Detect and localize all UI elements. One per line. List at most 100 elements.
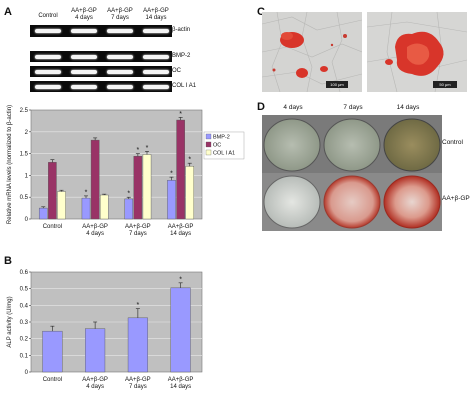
gel-band (35, 29, 61, 33)
significance-marker: * (188, 157, 191, 164)
legend-label: OC (213, 142, 221, 148)
y-tick-label: 1.5 (20, 152, 29, 158)
dish-col-label-14days: 14 days (396, 104, 420, 111)
bar (176, 119, 185, 220)
y-tick-label: 0.4 (20, 303, 29, 309)
bar (85, 328, 106, 373)
significance-marker: * (170, 171, 173, 178)
x-tick-label: 14 days (170, 231, 191, 237)
scale-bar-label-100: 100 μm (330, 82, 344, 87)
y-tick-label: 2.5 (20, 108, 29, 114)
bar (48, 162, 57, 220)
legend-swatch (205, 149, 212, 156)
y-tick-label: 0.2 (20, 337, 29, 343)
dish-row-label-control: Control (442, 139, 463, 146)
gel-header-7days: AA+β-GP 7 days (107, 8, 133, 21)
bar (127, 317, 148, 373)
x-tick-label: 14 days (170, 384, 191, 390)
x-tick-label: AA+β-GP (82, 224, 108, 230)
dish-row-label-treated: AA+β-GP (442, 195, 470, 202)
gel-header-4days: AA+β-GP 4 days (71, 8, 97, 21)
significance-marker: * (85, 189, 88, 196)
x-tick-label: 7 days (129, 384, 147, 390)
y-axis-label: ALP activity (U/mg) (7, 296, 13, 347)
gel-band (71, 54, 97, 59)
y-tick-label: 0 (25, 370, 29, 376)
gel-band (71, 84, 97, 89)
x-tick-label: AA+β-GP (168, 224, 194, 230)
x-tick-label: AA+β-GP (168, 377, 194, 383)
gel-band (35, 84, 61, 89)
bar (42, 330, 63, 373)
x-tick-label: 4 days (86, 384, 104, 390)
gel-band (107, 54, 133, 59)
gel-header-control: Control (38, 13, 58, 19)
y-tick-label: 0.5 (20, 287, 29, 293)
y-tick-label: 0.6 (20, 270, 29, 276)
y-tick-label: 2 (25, 130, 29, 136)
gel-band (35, 54, 61, 59)
bar (133, 156, 143, 220)
y-tick-label: 0.1 (20, 353, 29, 359)
gel-row-label: BMP-2 (172, 52, 191, 59)
gel-header-14days: AA+β-GP 14 days (143, 8, 169, 21)
gel-row (30, 51, 172, 62)
gel-band (107, 69, 133, 74)
bar (124, 198, 134, 220)
gel-band (35, 69, 61, 74)
gel-band (107, 84, 133, 89)
gel-row (30, 81, 172, 92)
bar (142, 154, 152, 220)
legend-label: BMP-2 (213, 134, 230, 140)
gel-band (143, 29, 169, 33)
panel-label-b: B (4, 255, 12, 267)
x-tick-label: AA+β-GP (125, 377, 151, 383)
legend-swatch (205, 141, 212, 148)
x-tick-label: AA+β-GP (125, 224, 151, 230)
y-tick-label: 1 (25, 173, 29, 179)
legend-label: COL I A1 (213, 150, 235, 156)
significance-marker: * (137, 302, 140, 309)
bar (38, 207, 48, 220)
x-tick-label: AA+β-GP (82, 377, 108, 383)
x-tick-label: 4 days (86, 231, 104, 237)
significance-marker: * (146, 145, 149, 152)
gel-band (71, 69, 97, 74)
gel-band (71, 29, 97, 33)
bar (99, 194, 109, 220)
gel-row (30, 66, 172, 77)
bar (90, 139, 100, 220)
alizarin-photo-high-mag: 50 μm (367, 12, 467, 92)
legend-swatch (205, 133, 212, 140)
alizarin-photo-low-mag: 100 μm (262, 12, 362, 92)
x-tick-label: 7 days (129, 231, 147, 237)
x-tick-label: Control (43, 224, 62, 230)
y-tick-label: 0 (25, 217, 29, 223)
gel-row-label: OC (172, 67, 181, 74)
significance-marker: * (179, 111, 182, 118)
bar (170, 287, 191, 373)
gel-band (143, 84, 169, 89)
bar (185, 166, 195, 220)
gel-row (30, 25, 172, 37)
x-tick-label: Control (43, 377, 62, 383)
gel-band (107, 29, 133, 33)
chart-b: 0 0.1 0.2 0.3 0.4 0.5 0.6 ALP activity (U/mg) Co… (7, 270, 203, 390)
bar (167, 179, 176, 220)
gel-band (143, 54, 169, 59)
gel-row-label: β-actin (172, 27, 191, 33)
significance-marker: * (179, 276, 182, 283)
y-axis-label: Relative mRNA levels (normalized to β-ac… (7, 105, 13, 224)
bar (81, 197, 91, 220)
significance-marker: * (137, 147, 140, 154)
plot-area (30, 109, 203, 220)
dish-photo-grid (262, 115, 442, 231)
panel-label-a: A (4, 6, 12, 18)
y-tick-label: 0.3 (20, 320, 29, 326)
scale-bar-label-50: 50 μm (439, 82, 451, 87)
dish-col-label-4days: 4 days (283, 104, 303, 111)
bar (57, 191, 66, 220)
chart-a: 0 0.5 1 1.5 2 2.5 Relative mRNA levels (normal… (7, 105, 245, 237)
panel-label-c: C (257, 6, 265, 18)
gel-band (143, 69, 169, 74)
